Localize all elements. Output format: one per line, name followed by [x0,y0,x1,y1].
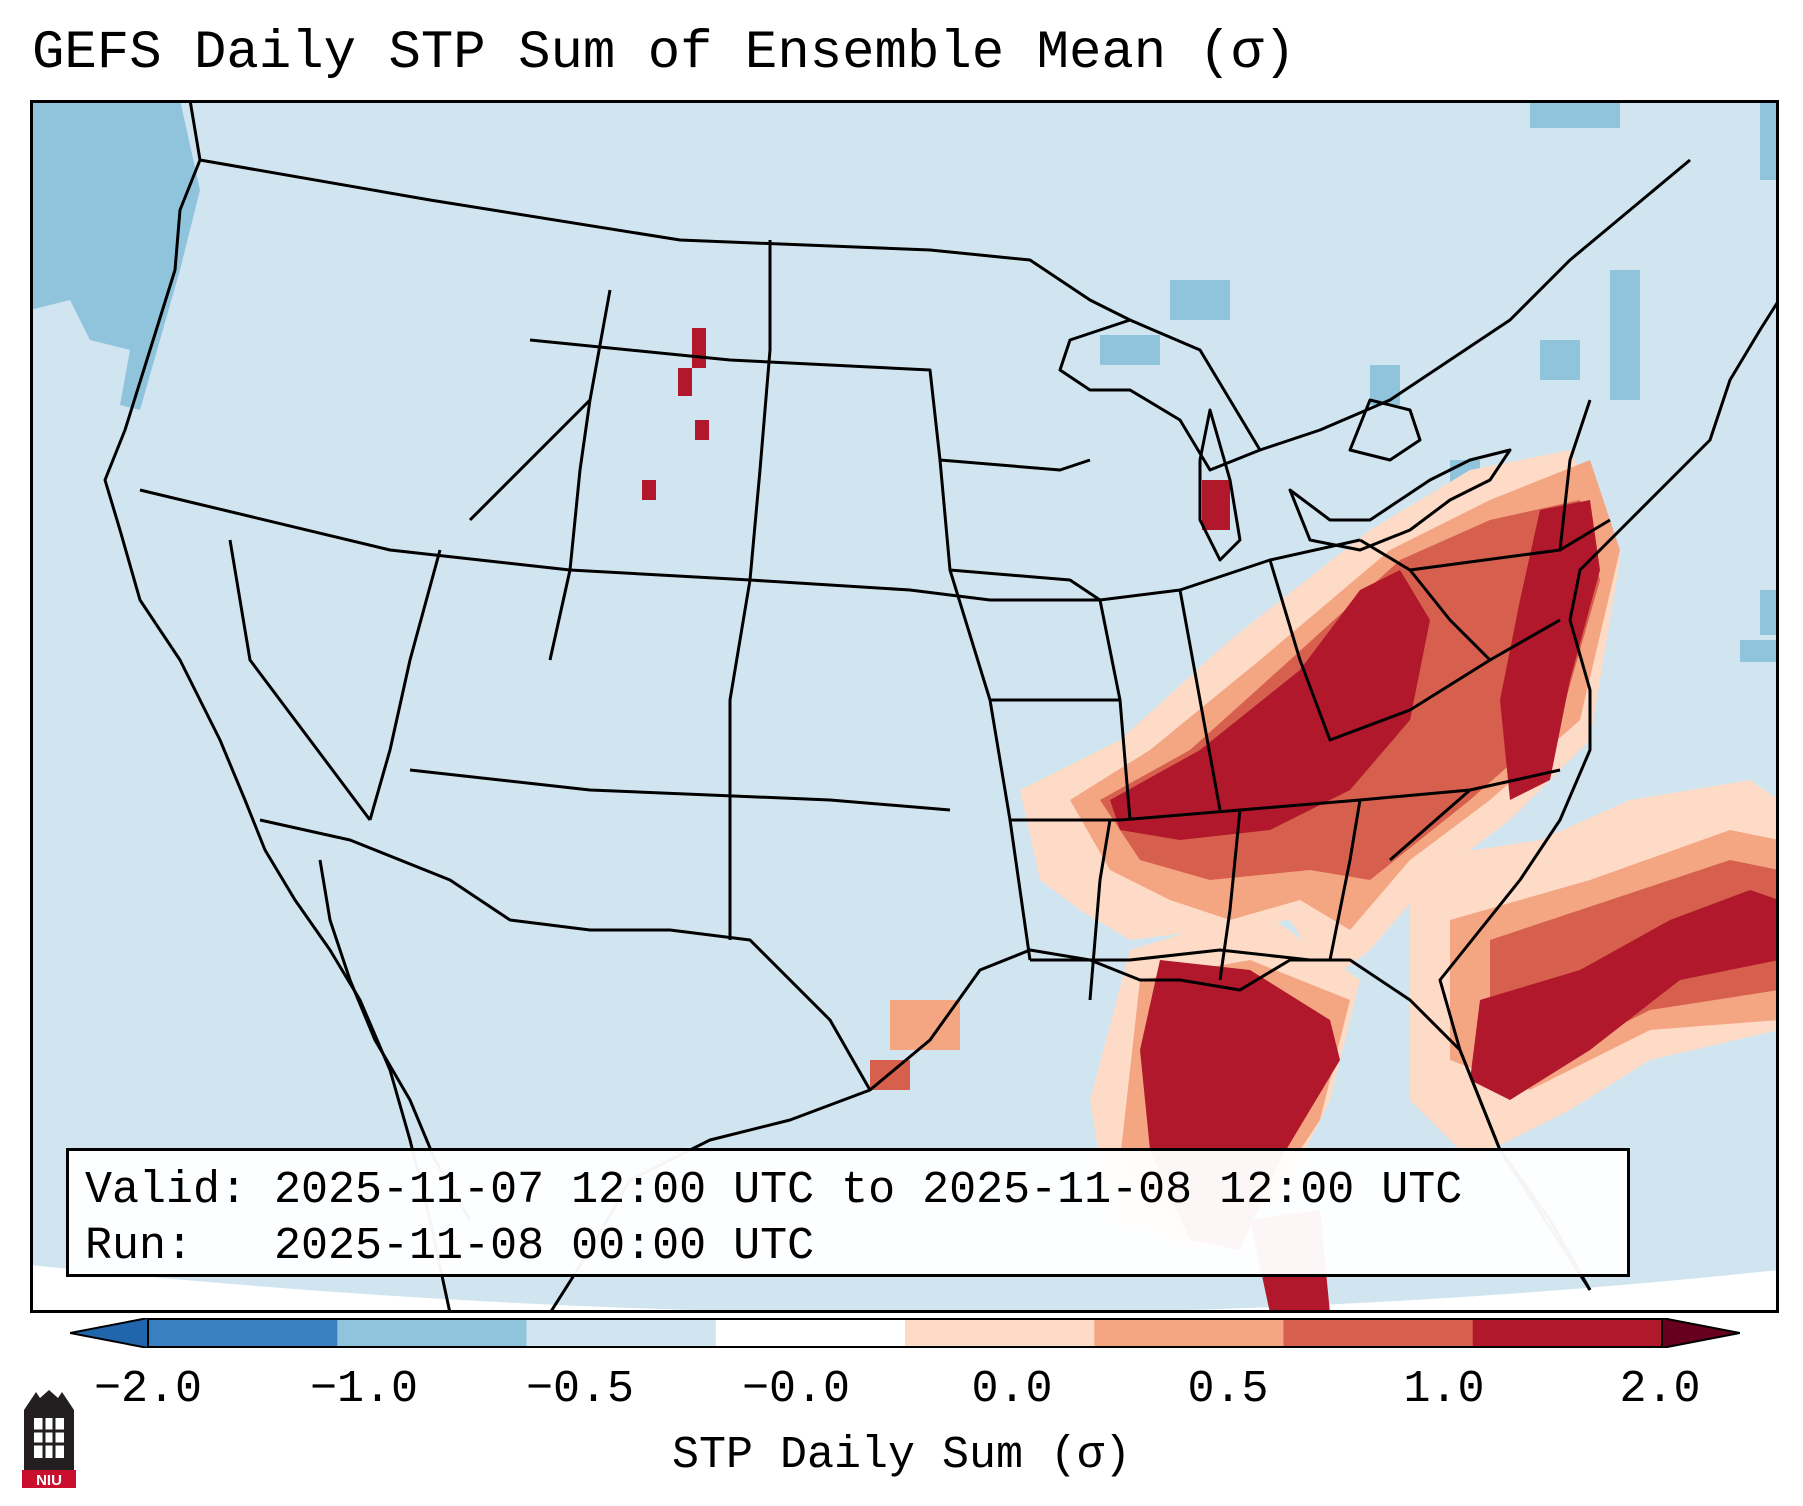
colorbar-extend-low [70,1318,149,1348]
colorbar-tick: −2.0 [93,1364,203,1415]
map-title: GEFS Daily STP Sum of Ensemble Mean (σ) [32,23,1296,84]
colorbar-tick: 1.0 [1403,1364,1485,1415]
colorbar-segment [148,1319,338,1347]
projection-edge [30,1265,1779,1313]
great-lakes [1058,318,1512,562]
colorbar-tick: 2.0 [1619,1364,1701,1415]
state-borders [139,240,1611,1001]
run-time-text: Run: 2025-11-08 00:00 UTC [85,1221,815,1272]
colorbar-tick: 0.5 [1187,1364,1269,1415]
colorbar-tick: 0.0 [971,1364,1053,1415]
atlantic-coast [1438,299,1779,1291]
mexico-border [259,818,872,1091]
colorbar-segment [1283,1319,1474,1347]
colorbar-segment [526,1319,717,1347]
colorbar-extend-high [1661,1318,1740,1348]
colorbar-segment [905,1319,1095,1347]
colorbar-segment [337,1319,527,1347]
colorbar-tick: −1.0 [309,1364,419,1415]
colorbar [70,1318,1740,1348]
valid-time-text: Valid: 2025-11-07 12:00 UTC to 2025-11-0… [85,1165,1463,1216]
colorbar-segment [715,1319,906,1347]
colorbar-tick: −0.0 [741,1364,851,1415]
colorbar-tick: −0.5 [525,1364,635,1415]
gulf-coast [548,948,1592,1313]
colorbar-segment [1472,1319,1663,1347]
negative-anomaly-layer [30,100,1779,662]
colorbar-label: STP Daily Sum (σ) [671,1430,1132,1481]
canada-border [199,158,1691,452]
svg-text:NIU: NIU [36,1472,62,1489]
map-border [30,100,1779,1313]
niu-logo: NIU [22,1390,76,1489]
colorbar-segment [1094,1319,1284,1347]
map-canvas[interactable] [30,100,1779,1313]
valid-time-box: Valid: 2025-11-07 12:00 UTC to 2025-11-0… [66,1148,1630,1277]
positive-anomaly-layer [642,328,1779,1313]
